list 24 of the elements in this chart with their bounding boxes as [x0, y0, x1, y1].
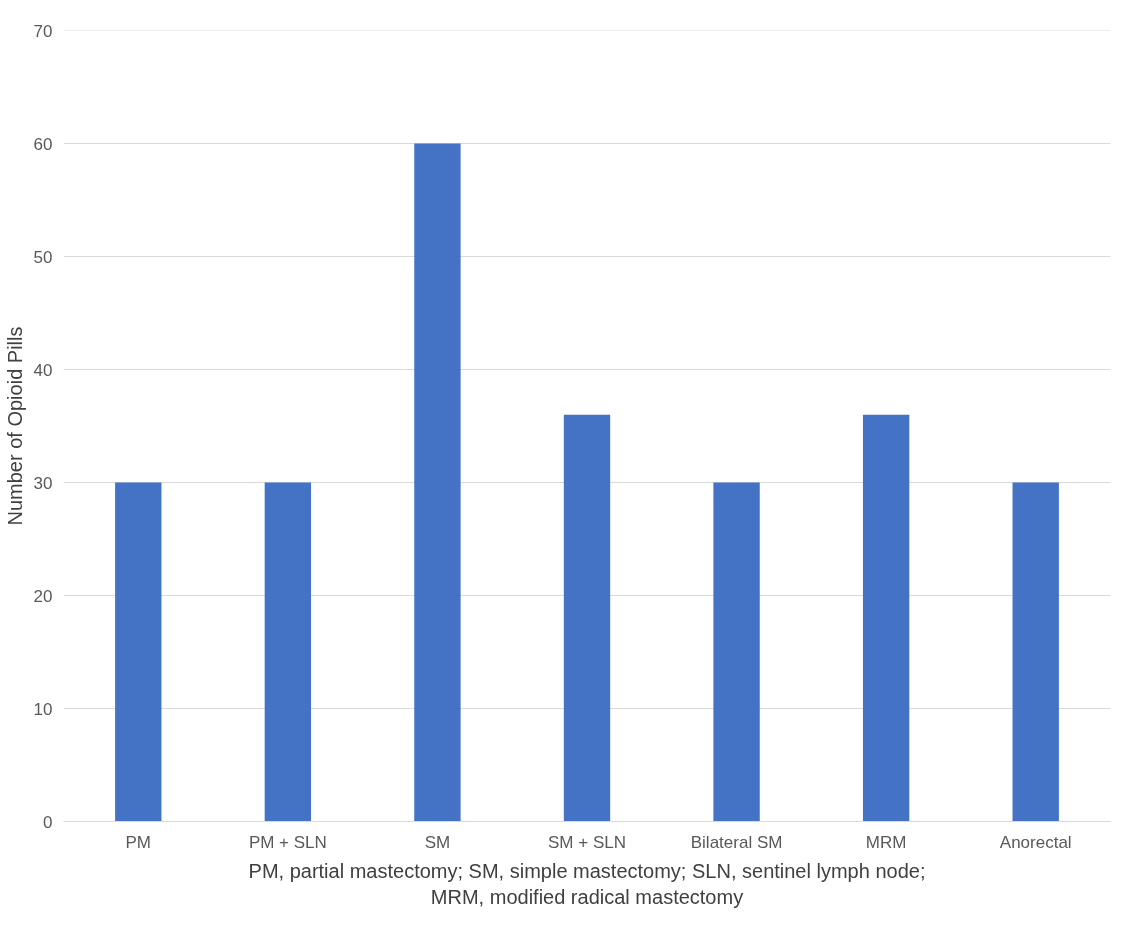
- x-tick-label: Anorectal: [999, 832, 1072, 852]
- y-tick-label: 40: [33, 360, 53, 380]
- x-axis-title: PM, partial mastectomy; SM, simple mastectomy; SLN, sentinel lymph node; MRM, modified radical mastectomy: [248, 859, 926, 908]
- bar: [713, 482, 760, 822]
- y-tick-label: 0: [43, 812, 53, 832]
- x-tick-label: PM: [125, 832, 152, 852]
- bar: [563, 414, 611, 822]
- bar: [862, 414, 910, 822]
- bar: [1012, 482, 1059, 822]
- x-tick-label: PM + SLN: [248, 832, 327, 852]
- bar: [115, 482, 162, 822]
- y-tick-label: 20: [33, 586, 53, 606]
- bar: [414, 143, 461, 822]
- y-tick-label: 60: [33, 134, 53, 154]
- y-tick-label: 50: [33, 247, 53, 267]
- x-tick-label: SM + SLN: [548, 832, 626, 852]
- y-axis-title: Number of Opioid Pills: [3, 326, 26, 526]
- x-tick-label: MRM: [865, 832, 907, 852]
- bar: [264, 482, 312, 822]
- y-tick-label: 10: [33, 699, 53, 719]
- y-tick-label: 70: [33, 21, 53, 41]
- y-tick-label: 30: [33, 473, 53, 493]
- x-tick-label: Bilateral SM: [690, 832, 783, 852]
- x-tick-label: SM: [424, 832, 451, 852]
